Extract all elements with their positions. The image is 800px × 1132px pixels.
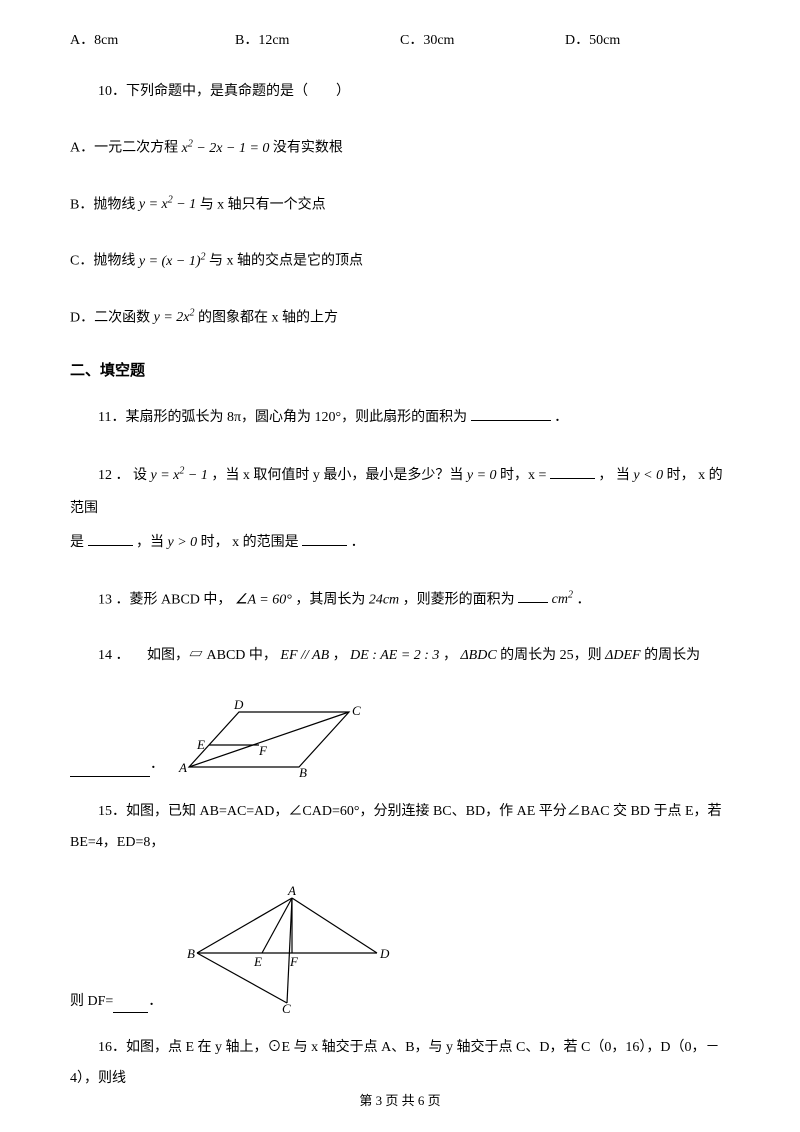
q12-p1d: ， 当	[598, 468, 630, 483]
q12-f2: y = 0	[467, 468, 497, 483]
q15-label-f: F	[289, 954, 299, 969]
q12-f3: y < 0	[633, 468, 663, 483]
q14-diagram-row: ． A B C D E F	[70, 697, 730, 777]
q15-diagram-row: 则 DF= ． A B C D E F	[70, 883, 730, 1013]
section-2-title: 二、填空题	[70, 359, 730, 383]
q14-f3: ΔBDC	[460, 648, 496, 663]
q14-label-b: B	[299, 765, 307, 777]
q11-text: 11．某扇形的弧长为 8π，圆心角为 120°，则此扇形的面积为	[98, 410, 467, 425]
q15-line1: 15．如图，已知 AB=AC=AD，∠CAD=60°，分别连接 BC、BD，作 …	[70, 797, 730, 859]
q12-p1c: 时，x =	[500, 468, 546, 483]
q10-option-a: A．一元二次方程 x2 − 2x − 1 = 0 没有实数根	[70, 133, 730, 164]
q15-label-a: A	[287, 883, 296, 898]
q13-d: ．	[576, 592, 590, 607]
q13-f3: cm2	[552, 592, 573, 607]
q12-blank3	[302, 529, 347, 546]
q13-a: 13 ．菱形 ABCD 中，	[98, 592, 231, 607]
q13-blank	[518, 586, 548, 603]
q11-end: ．	[554, 410, 568, 425]
q10-option-b: B．抛物线 y = x2 − 1 与 x 轴只有一个交点	[70, 190, 730, 221]
q14-label-c: C	[352, 703, 361, 718]
q10-b-pre: B．抛物线	[70, 197, 135, 212]
q9-choice-d: D．50cm	[565, 30, 730, 52]
q14-b: ，	[333, 648, 347, 663]
q14-e: 的周长为	[644, 648, 700, 663]
q14-c: ，	[443, 648, 457, 663]
q10-c-formula: y = (x − 1)2	[139, 254, 206, 269]
q12-p1b: ，当 x 取何值时 y 最小，最小是多少？当	[211, 468, 463, 483]
q14-label-d: D	[233, 697, 244, 712]
q9-choice-b: B．12cm	[235, 30, 400, 52]
q10-c-pre: C．抛物线	[70, 254, 135, 269]
q10-b-post: 与 x 轴只有一个交点	[200, 197, 326, 212]
q9-choice-a: A．8cm	[70, 30, 235, 52]
q10-a-post: 没有实数根	[273, 141, 343, 156]
q15-label-b: B	[187, 946, 195, 961]
q10-a-pre: A．一元二次方程	[70, 141, 178, 156]
q12-blank1	[550, 462, 595, 479]
q15-label-c: C	[282, 1001, 291, 1013]
q14-label-f: F	[258, 743, 268, 758]
q12-f4: y > 0	[168, 535, 198, 550]
q15-blank	[113, 997, 148, 1014]
q12-p2a: 是	[70, 535, 84, 550]
q10-c-post: 与 x 轴的交点是它的顶点	[209, 254, 363, 269]
q14-f4: ΔDEF	[605, 648, 640, 663]
q15-line2b: ．	[148, 991, 162, 1013]
q10-option-d: D．二次函数 y = 2x2 的图象都在 x 轴的上方	[70, 303, 730, 334]
q16: 16．如图，点 E 在 y 轴上，⊙E 与 x 轴交于点 A、B，与 y 轴交于…	[70, 1033, 730, 1095]
q13-b: ，其周长为	[295, 592, 365, 607]
q14-end: ．	[150, 754, 164, 776]
q10-b-formula: y = x2 − 1	[139, 197, 196, 212]
q14-diagram-icon: A B C D E F	[169, 697, 369, 777]
q12-p2c: 时， x 的范围是	[201, 535, 299, 550]
q11-blank	[471, 404, 551, 421]
q14-label-e: E	[196, 737, 205, 752]
q14-d: 的周长为 25，则	[500, 648, 602, 663]
q12: 12 ． 设 y = x2 − 1 ，当 x 取何值时 y 最小，最小是多少？当…	[70, 459, 730, 560]
q15-diagram-icon: A B C D E F	[182, 883, 392, 1013]
q12-p2d: ．	[351, 535, 365, 550]
q13-f1: ∠A = 60°	[235, 592, 292, 607]
q11: 11．某扇形的弧长为 8π，圆心角为 120°，则此扇形的面积为 ．	[70, 403, 730, 434]
q14-a: 14 ． 如图，▱ ABCD 中，	[98, 648, 277, 663]
q13-c: ，则菱形的面积为	[403, 592, 515, 607]
q10-d-post: 的图象都在 x 轴的上方	[198, 310, 338, 325]
q14-stem: 14 ． 如图，▱ ABCD 中， EF // AB ， DE : AE = 2…	[70, 641, 730, 672]
q12-blank2	[88, 529, 133, 546]
q14-f1: EF // AB	[280, 648, 329, 663]
q15-label-d: D	[379, 946, 390, 961]
q10-a-formula: x2 − 2x − 1 = 0	[182, 141, 270, 156]
q15-line2a: 则 DF=	[70, 991, 113, 1013]
q14-label-a: A	[178, 760, 187, 775]
q10-d-pre: D．二次函数	[70, 310, 150, 325]
q10-d-formula: y = 2x2	[154, 310, 195, 325]
q12-p2b: ，当	[136, 535, 164, 550]
q15-label-e: E	[253, 954, 262, 969]
q12-f1: y = x2 − 1	[151, 468, 208, 483]
q9-choices: A．8cm B．12cm C．30cm D．50cm	[70, 30, 730, 52]
q14-blank	[70, 760, 150, 777]
page-footer: 第 3 页 共 6 页	[0, 1091, 800, 1112]
q9-choice-c: C．30cm	[400, 30, 565, 52]
q10-option-c: C．抛物线 y = (x − 1)2 与 x 轴的交点是它的顶点	[70, 246, 730, 277]
q14-f2: DE : AE = 2 : 3	[350, 648, 439, 663]
q10-stem: 10．下列命题中，是真命题的是（ ）	[70, 77, 730, 108]
q13-f2: 24cm	[369, 592, 399, 607]
q12-p1a: 12 ． 设	[70, 459, 147, 493]
q13: 13 ．菱形 ABCD 中， ∠A = 60° ，其周长为 24cm ，则菱形的…	[70, 585, 730, 616]
